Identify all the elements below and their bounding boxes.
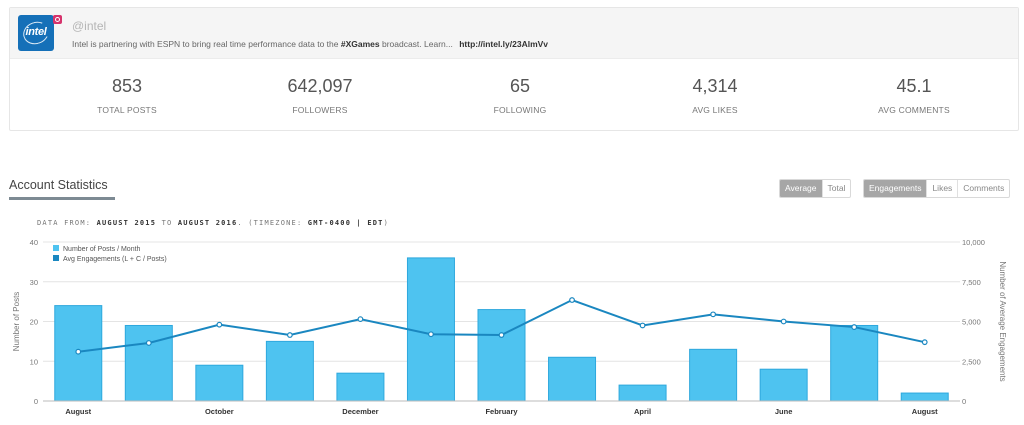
total-button[interactable]: Total xyxy=(821,180,851,197)
engagements-point xyxy=(498,332,505,338)
section-underline xyxy=(9,197,115,200)
stat-label: FOLLOWERS xyxy=(292,105,348,115)
posts-bar xyxy=(195,364,244,402)
posts-bar xyxy=(830,324,879,402)
engagements-point xyxy=(286,332,293,338)
data-range-to: AUGUST 2016 xyxy=(177,219,238,227)
posts-bar xyxy=(548,356,597,402)
profile-card: intel @intel Intel is partnering with ES… xyxy=(9,7,1019,131)
bio-link[interactable]: http://intel.ly/23AlmVv xyxy=(459,39,549,49)
account-statistics-chart: 0 10 20 30 40 0 2,500 5,000 7,500 10,000 August Oct… xyxy=(12,238,1007,416)
stat-avg-comments: 45.1 AVG COMMENTS xyxy=(814,76,1014,115)
posts-bar xyxy=(900,392,949,402)
stat-value: 853 xyxy=(111,76,143,96)
engagements-point xyxy=(357,316,364,323)
engagements-point xyxy=(851,324,858,330)
y-tick-label: 0 xyxy=(34,397,38,406)
data-range-to-word: TO xyxy=(161,219,173,227)
data-range-timezone: GMT-0400 | EDT xyxy=(307,219,384,227)
instagram-icon xyxy=(53,15,62,24)
profile-header: intel @intel Intel is partnering with ES… xyxy=(10,8,1018,59)
stat-label: TOTAL POSTS xyxy=(97,105,157,115)
legend-swatch-posts xyxy=(53,245,59,251)
y-tick-label: 40 xyxy=(30,238,38,247)
engagements-point xyxy=(780,318,787,325)
stat-label: AVG LIKES xyxy=(692,105,738,115)
posts-bar xyxy=(265,340,314,402)
posts-bar xyxy=(477,309,526,402)
likes-button[interactable]: Likes xyxy=(926,180,957,197)
average-button[interactable]: Average xyxy=(780,180,822,197)
stat-label: FOLLOWING xyxy=(493,105,547,115)
y2-tick-label: 5,000 xyxy=(962,318,981,327)
stats-row: 853 TOTAL POSTS 642,097 FOLLOWERS 65 FOL… xyxy=(10,76,1018,126)
engagements-point xyxy=(75,348,82,355)
posts-bar xyxy=(406,257,455,402)
y2-tick-label: 10,000 xyxy=(962,238,985,247)
stat-followers: 642,097 FOLLOWERS xyxy=(220,76,420,115)
posts-bar xyxy=(336,372,385,402)
data-range-tz-prefix: . (TIMEZONE: xyxy=(237,219,303,227)
avatar-logo-text: intel xyxy=(25,26,47,38)
x-tick-label: December xyxy=(342,407,378,416)
stat-label: AVG COMMENTS xyxy=(878,105,950,115)
engagements-point xyxy=(639,322,646,329)
stat-total-posts: 853 TOTAL POSTS xyxy=(27,76,227,115)
engagements-point xyxy=(710,311,717,318)
y2-tick-label: 2,500 xyxy=(962,357,981,366)
legend-swatch-engagements xyxy=(53,255,59,261)
y-axis-title: Number of Posts xyxy=(12,292,21,352)
x-tick-label: April xyxy=(634,407,651,416)
profile-bio: Intel is partnering with ESPN to bring r… xyxy=(72,39,548,49)
y2-tick-label: 7,500 xyxy=(962,278,981,287)
comments-button[interactable]: Comments xyxy=(957,180,1009,197)
legend-label-engagements: Avg Engagements (L + C / Posts) xyxy=(63,256,167,263)
stat-following: 65 FOLLOWING xyxy=(420,76,620,115)
engagements-point xyxy=(216,321,223,328)
posts-bar xyxy=(618,384,667,402)
y2-tick-label: 0 xyxy=(962,397,966,406)
profile-avatar[interactable]: intel xyxy=(18,15,54,51)
section-title: Account Statistics xyxy=(9,178,108,192)
engagements-point xyxy=(428,331,434,338)
bio-suffix: broadcast. Learn... xyxy=(381,39,453,49)
y2-axis-title: Number of Average Engagements xyxy=(998,261,1007,381)
x-tick-label: February xyxy=(485,407,518,416)
stat-avg-likes: 4,314 AVG LIKES xyxy=(615,76,815,115)
y-tick-label: 30 xyxy=(30,278,38,287)
bio-prefix: Intel is partnering with ESPN to bring r… xyxy=(72,39,339,49)
x-tick-label: October xyxy=(205,407,234,416)
x-tick-label: August xyxy=(65,407,91,416)
posts-bar xyxy=(759,368,808,402)
data-range-from: AUGUST 2015 xyxy=(96,219,157,227)
posts-bar xyxy=(689,348,738,402)
engagements-point xyxy=(921,339,928,346)
posts-bar xyxy=(124,324,173,402)
engagements-button[interactable]: Engagements xyxy=(864,180,927,197)
y-tick-label: 20 xyxy=(30,318,38,327)
mode-toggle-group: Average Total xyxy=(779,179,852,198)
legend-label-posts: Number of Posts / Month xyxy=(63,246,141,253)
stat-value: 45.1 xyxy=(896,76,932,96)
x-tick-label: August xyxy=(912,407,938,416)
data-range: DATA FROM: AUGUST 2015 TO AUGUST 2016. (… xyxy=(37,219,389,227)
stat-value: 4,314 xyxy=(692,76,738,96)
engagements-point xyxy=(569,297,575,303)
stat-value: 642,097 xyxy=(287,76,353,96)
engagements-point xyxy=(145,340,152,346)
profile-handle[interactable]: @intel xyxy=(72,19,107,33)
y-tick-label: 10 xyxy=(30,357,38,366)
bio-hashtag[interactable]: #XGames xyxy=(340,39,380,49)
x-tick-label: June xyxy=(775,407,793,416)
data-range-tz-suffix: ) xyxy=(383,219,390,227)
metric-toggle-group: Engagements Likes Comments xyxy=(863,179,1011,198)
stat-value: 65 xyxy=(509,76,531,96)
data-range-prefix: DATA FROM: xyxy=(37,219,92,227)
